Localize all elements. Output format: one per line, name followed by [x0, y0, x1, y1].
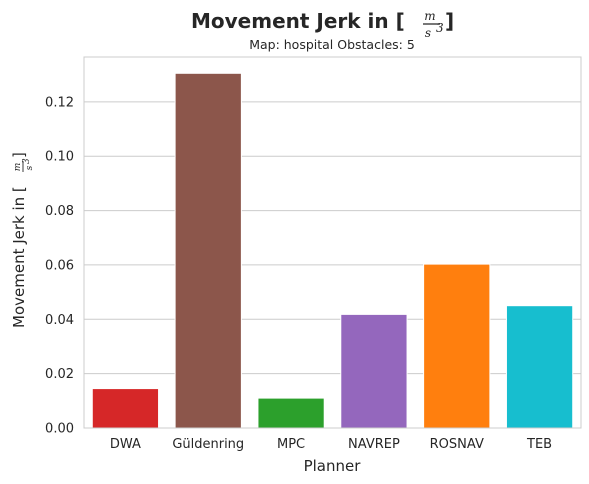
y-axis-label-numerator: m	[13, 163, 23, 172]
x-axis-label: Planner	[304, 457, 362, 475]
y-tick-label: 0.12	[45, 95, 74, 110]
title-exponent: 3	[436, 21, 444, 35]
y-tick-label: 0.04	[45, 313, 74, 328]
y-tick-labels: 0.00 0.02 0.04 0.06 0.08 0.10 0.12	[45, 95, 74, 436]
y-tick-label: 0.02	[45, 367, 74, 382]
bars	[91, 72, 574, 429]
plot-frame	[83, 56, 582, 429]
x-tick-labels: DWA Güldenring MPC NAVREP ROSNAV TEB	[110, 437, 552, 452]
x-tick-label: MPC	[277, 437, 305, 452]
y-axis-label-suffix: ]	[10, 152, 28, 158]
title-numerator: m	[424, 9, 435, 23]
bar-navrep	[340, 313, 408, 429]
x-tick-label: NAVREP	[348, 437, 400, 452]
y-tick-label: 0.00	[45, 422, 74, 437]
bar-mpc	[257, 397, 325, 429]
chart-title: Movement Jerk in [ m s 3 ]	[191, 9, 454, 40]
title-prefix: Movement Jerk in [	[191, 9, 405, 33]
title-suffix: ]	[445, 9, 454, 33]
bar-dwa	[91, 388, 160, 429]
y-tick-label: 0.08	[45, 204, 74, 219]
bar-güldenring	[174, 72, 242, 429]
y-tick-label: 0.06	[45, 258, 74, 273]
y-axis-label-denominator: s	[25, 165, 35, 170]
bar-rosnav	[423, 263, 491, 429]
y-axis-label-exponent: 3	[22, 158, 32, 164]
title-denominator: s	[425, 26, 431, 40]
y-axis-label-prefix: Movement Jerk in [	[10, 186, 28, 328]
chart-subtitle: Map: hospital Obstacles: 5	[249, 37, 415, 52]
y-axis-label: Movement Jerk in [ m s 3 ]	[10, 152, 35, 328]
x-tick-label: ROSNAV	[430, 437, 484, 452]
x-tick-label: DWA	[110, 437, 141, 452]
bar-teb	[505, 305, 574, 429]
x-tick-label: TEB	[526, 437, 552, 452]
y-tick-label: 0.10	[45, 150, 74, 165]
x-tick-label: Güldenring	[172, 437, 244, 452]
